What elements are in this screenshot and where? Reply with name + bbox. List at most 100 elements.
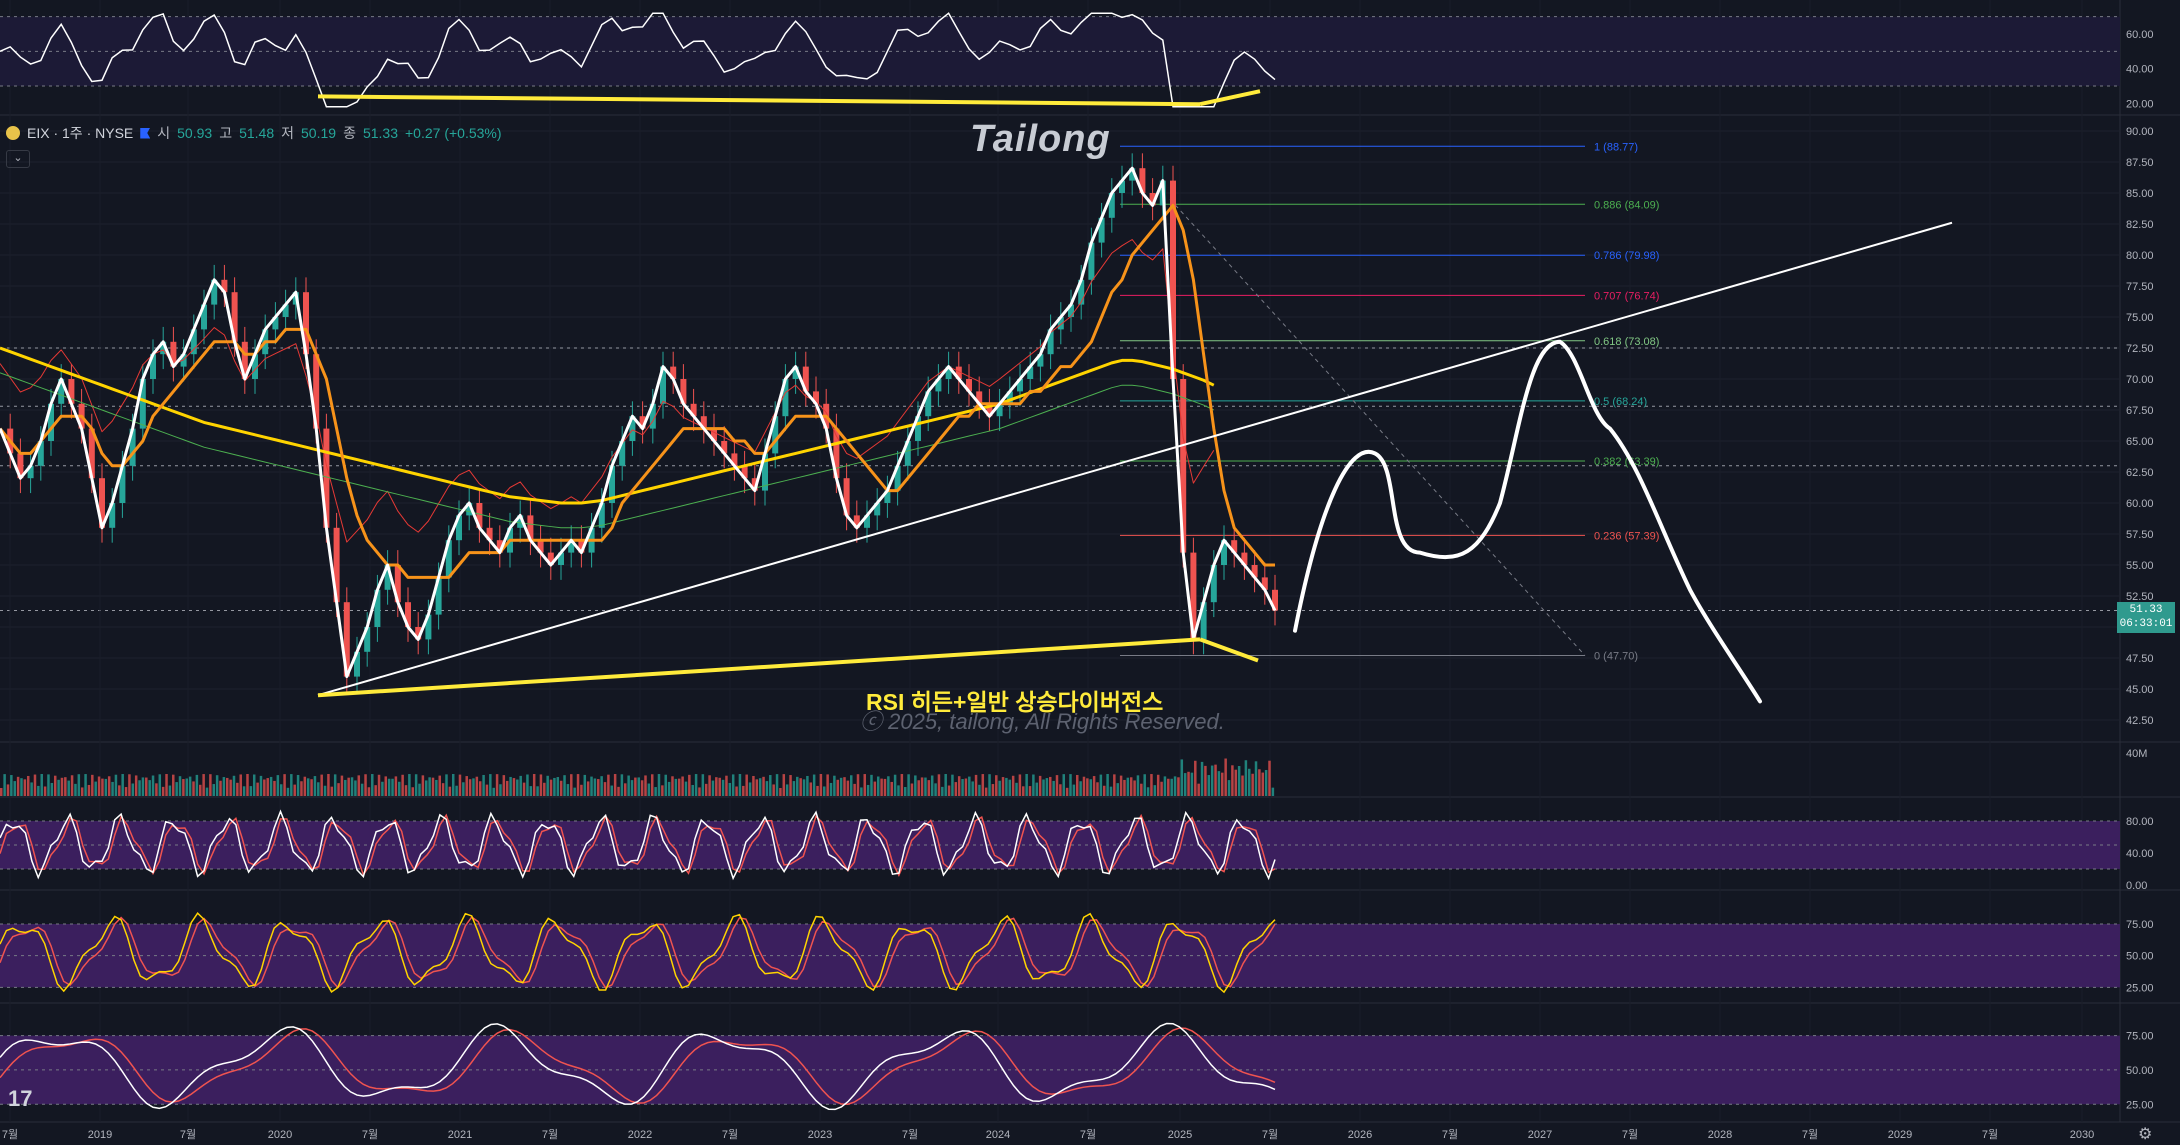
- rsi-tick-label: 40.00: [2126, 64, 2154, 76]
- symbol-label[interactable]: EIX · 1주 · NYSE: [27, 125, 134, 141]
- time-tick-label: 7월: [1982, 1128, 1998, 1141]
- volume-bar: [414, 774, 418, 796]
- volume-bar: [870, 774, 873, 796]
- volume-bar: [91, 774, 94, 796]
- volume-bar: [465, 776, 468, 796]
- price-tick-label: 87.50: [2126, 157, 2154, 169]
- candle-body: [1139, 168, 1146, 193]
- volume-bar: [846, 780, 850, 796]
- fib-trend-line: [1169, 198, 1586, 656]
- volume-bar: [536, 786, 539, 796]
- tradingview-logo[interactable]: 17: [8, 1086, 33, 1111]
- candle-body: [190, 329, 197, 355]
- candle-body: [700, 416, 707, 429]
- flag-icon[interactable]: [140, 127, 151, 139]
- volume-bar: [310, 779, 313, 796]
- volume-bar: [199, 784, 202, 796]
- candle-body: [792, 366, 799, 379]
- open-value: 50.93: [177, 125, 213, 141]
- volume-bar: [84, 774, 87, 796]
- volume-bar: [134, 775, 138, 796]
- volume-bar: [1028, 786, 1032, 796]
- rising-trendline: [317, 221, 1953, 697]
- volume-bar: [1082, 776, 1086, 796]
- volume-bar: [97, 776, 101, 796]
- volume-bar: [876, 776, 880, 796]
- volume-bar: [344, 779, 347, 796]
- volume-bar: [401, 774, 404, 796]
- volume-bars: [0, 758, 1275, 796]
- time-tick-label: 7월: [1080, 1128, 1096, 1141]
- volume-bar: [445, 774, 448, 796]
- volume-bar: [455, 785, 458, 796]
- stoch-signal-line: [0, 813, 1276, 877]
- volume-bar: [863, 774, 866, 796]
- volume-bar: [522, 782, 526, 796]
- volume-bar: [121, 774, 124, 796]
- candle-body: [782, 379, 789, 417]
- candle-body: [762, 453, 768, 491]
- candle-body: [1241, 552, 1248, 565]
- volume-bar: [998, 780, 1001, 796]
- volume-bar: [148, 780, 151, 796]
- candle-body: [660, 366, 666, 404]
- volume-bar: [1035, 782, 1039, 796]
- candle-body: [527, 515, 534, 541]
- time-tick-label: 7월: [1802, 1128, 1818, 1141]
- stoch-tick-label: 80.00: [2126, 816, 2154, 828]
- volume-bar: [1244, 760, 1248, 796]
- volume-bar: [441, 783, 445, 796]
- volume-bar: [1231, 765, 1234, 796]
- volume-bar: [428, 777, 431, 796]
- volume-bar: [1032, 774, 1035, 796]
- volume-bar: [178, 776, 182, 796]
- volume-bar: [637, 777, 640, 796]
- volume-bar: [573, 787, 576, 796]
- volume-bar: [1062, 774, 1065, 796]
- collapse-legend-button[interactable]: ⌄: [6, 150, 30, 168]
- candle-body: [955, 366, 962, 379]
- candle-body: [394, 565, 401, 603]
- candle-body: [1037, 354, 1044, 367]
- settings-gear-icon[interactable]: ⚙: [2138, 1126, 2153, 1143]
- volume-bar: [1200, 761, 1204, 796]
- candle-body: [547, 552, 554, 565]
- candle-body: [1108, 193, 1115, 218]
- volume-bar: [306, 778, 310, 796]
- candle-body: [1200, 602, 1207, 640]
- price-tick-label: 47.50: [2126, 653, 2154, 665]
- volume-bar: [650, 774, 654, 796]
- volume-bar: [492, 787, 495, 796]
- candle-body: [241, 341, 248, 379]
- volume-bar: [1268, 760, 1271, 796]
- volume-bar: [1055, 775, 1059, 796]
- volume-bar: [1160, 781, 1163, 796]
- volume-bar: [323, 785, 327, 796]
- volume-bar: [279, 784, 283, 796]
- price-tick-label: 85.00: [2126, 188, 2154, 200]
- volume-bar: [1099, 774, 1103, 796]
- volume-bar: [1106, 774, 1109, 796]
- candle-body: [1078, 279, 1085, 305]
- volume-bar: [3, 774, 6, 796]
- volume-bar: [1075, 774, 1079, 796]
- price-tick-label: 75.00: [2126, 312, 2154, 324]
- volume-bar: [1018, 774, 1022, 796]
- volume-bar: [634, 777, 637, 796]
- candle-body: [68, 379, 75, 404]
- volume-bar: [600, 776, 603, 796]
- volume-bar: [556, 777, 560, 796]
- candle-body: [109, 503, 116, 528]
- volume-bar: [303, 776, 307, 796]
- volume-bar: [1008, 779, 1012, 796]
- volume-bar: [219, 780, 222, 796]
- volume-bar: [721, 779, 725, 796]
- volume-bar: [684, 781, 688, 796]
- volume-bar: [33, 774, 37, 796]
- candle-body: [435, 577, 442, 615]
- volume-bar: [819, 774, 823, 796]
- volume-bar: [1237, 766, 1241, 796]
- time-tick-label: 2026: [1348, 1129, 1372, 1141]
- volume-bar: [212, 784, 215, 796]
- candle-body: [680, 379, 687, 404]
